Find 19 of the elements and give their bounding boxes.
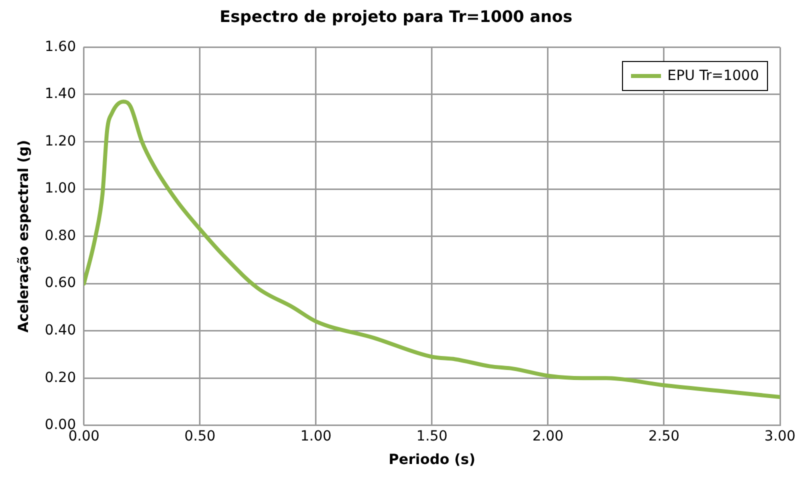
line-series: [84, 100, 780, 400]
chart-title: Espectro de projeto para Tr=1000 anos: [220, 6, 572, 26]
y-tick-label: 1.60: [44, 38, 76, 55]
x-tick-label: 2.00: [532, 428, 564, 444]
legend-label: EPU Tr=1000: [667, 68, 759, 84]
y-tick-label: 0.60: [44, 275, 76, 292]
x-tick-label: 0.50: [184, 428, 216, 444]
y-tick-label: 0.80: [44, 228, 76, 244]
y-tick-label: 0.40: [44, 322, 76, 338]
x-tick-label: 3.00: [764, 428, 796, 444]
x-tick-label: 2.50: [648, 428, 680, 444]
x-tick-label: 1.50: [416, 428, 448, 444]
y-tick-label: 1.20: [44, 133, 76, 150]
y-tick-label: 1.40: [44, 86, 76, 102]
x-axis-title: Periodo (s): [388, 452, 476, 468]
y-tick-label: 1.00: [44, 180, 76, 197]
x-tick-label: 1.00: [300, 428, 332, 444]
y-axis-title: Aceleração espectral (g): [16, 140, 32, 333]
y-tick-label: 0.20: [44, 370, 76, 386]
